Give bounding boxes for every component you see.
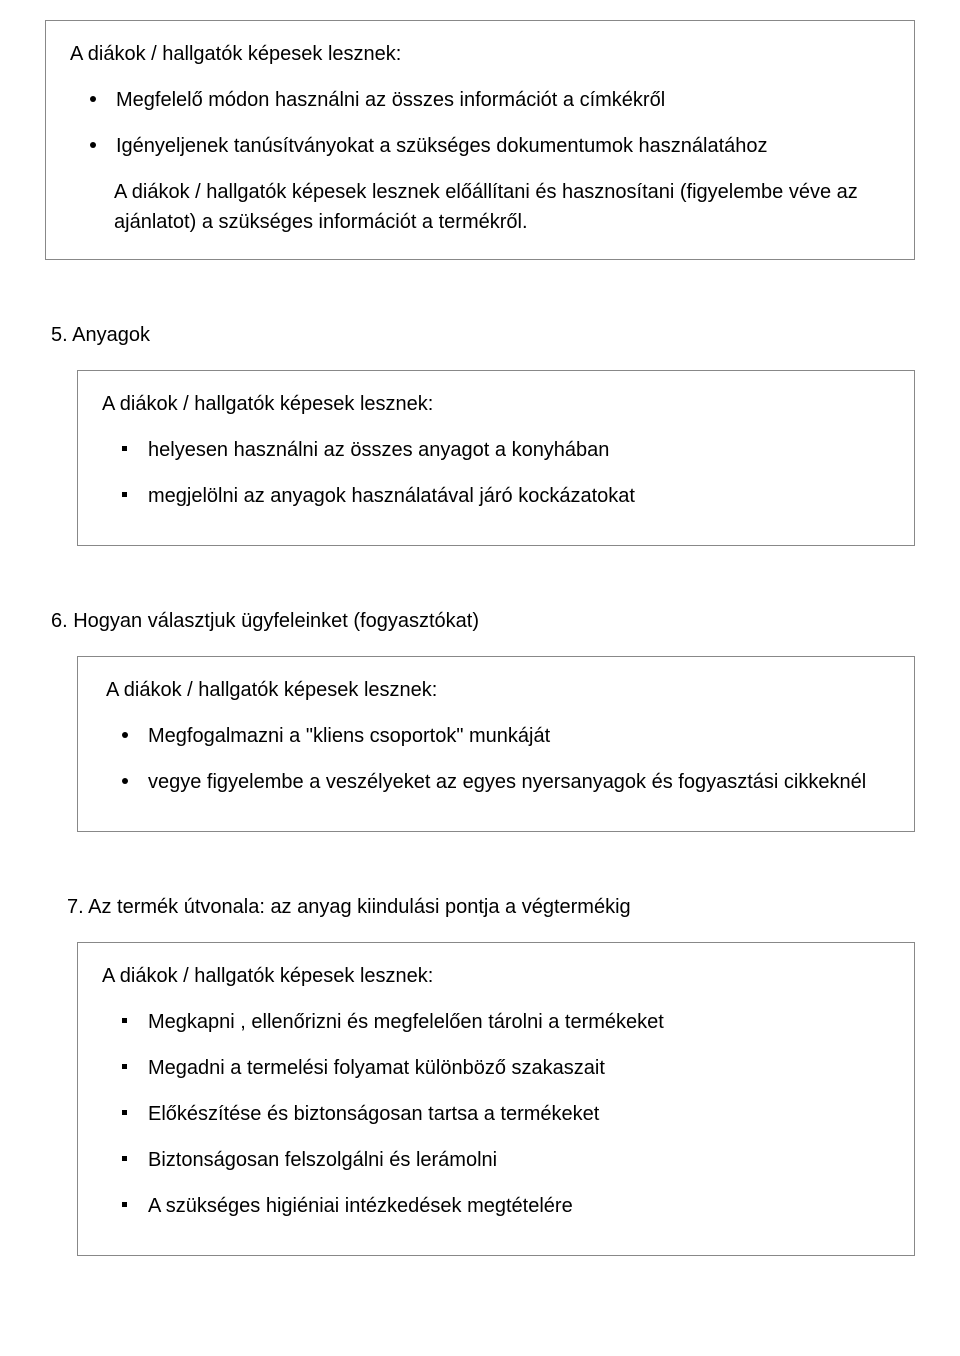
list-item: A szükséges higiéniai intézkedések megté…	[102, 1191, 890, 1221]
intro-text: A diákok / hallgatók képesek lesznek:	[106, 675, 890, 705]
list-item: Megfelelő módon használni az összes info…	[70, 85, 890, 115]
section-heading-6: 6. Hogyan választjuk ügyfeleinket (fogya…	[51, 606, 915, 636]
sub-paragraph: A diákok / hallgatók képesek lesznek elő…	[114, 177, 890, 237]
box-clients: A diákok / hallgatók képesek lesznek: Me…	[77, 656, 915, 832]
square-list: helyesen használni az összes anyagot a k…	[102, 435, 890, 511]
list-item: Biztonságosan felszolgálni és lerámolni	[102, 1145, 890, 1175]
page: A diákok / hallgatók képesek lesznek: Me…	[0, 0, 960, 1336]
list-item: vegye figyelembe a veszélyeket az egyes …	[102, 767, 890, 797]
list-item: Megadni a termelési folyamat különböző s…	[102, 1053, 890, 1083]
intro-text: A diákok / hallgatók képesek lesznek:	[102, 961, 890, 991]
list-item: Megfogalmazni a "kliens csoportok" munká…	[102, 721, 890, 751]
list-item: megjelölni az anyagok használatával járó…	[102, 481, 890, 511]
section-heading-7: 7. Az termék útvonala: az anyag kiindulá…	[67, 892, 915, 922]
bullet-list: Megfogalmazni a "kliens csoportok" munká…	[102, 721, 890, 797]
intro-text: A diákok / hallgatók képesek lesznek:	[70, 39, 890, 69]
section-heading-5: 5. Anyagok	[51, 320, 915, 350]
list-item: helyesen használni az összes anyagot a k…	[102, 435, 890, 465]
box-materials: A diákok / hallgatók képesek lesznek: he…	[77, 370, 915, 546]
square-list: Megkapni , ellenőrizni és megfelelően tá…	[102, 1007, 890, 1221]
list-item: Megkapni , ellenőrizni és megfelelően tá…	[102, 1007, 890, 1037]
intro-text: A diákok / hallgatók képesek lesznek:	[102, 389, 890, 419]
box-labels: A diákok / hallgatók képesek lesznek: Me…	[45, 20, 915, 260]
bullet-list: Megfelelő módon használni az összes info…	[70, 85, 890, 161]
box-product-route: A diákok / hallgatók képesek lesznek: Me…	[77, 942, 915, 1256]
list-item: Előkészítése és biztonságosan tartsa a t…	[102, 1099, 890, 1129]
list-item: Igényeljenek tanúsítványokat a szükséges…	[70, 131, 890, 161]
